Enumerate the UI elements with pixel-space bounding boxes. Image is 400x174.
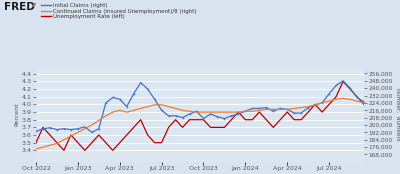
Text: ⬈: ⬈ bbox=[30, 2, 36, 8]
Y-axis label: Number,  Numbers: Number, Numbers bbox=[395, 88, 400, 140]
Legend: Initial Claims (right), Continued Claims (Insured Unemployment)/8 (right), Unemp: Initial Claims (right), Continued Claims… bbox=[41, 3, 196, 19]
Y-axis label: Percent: Percent bbox=[14, 102, 19, 126]
Text: FRED: FRED bbox=[4, 2, 35, 12]
